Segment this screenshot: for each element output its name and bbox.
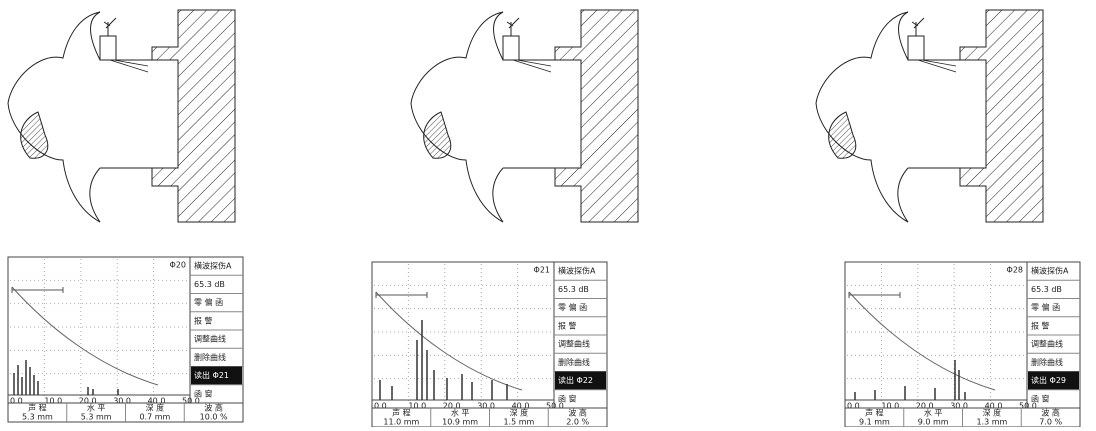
menu-item: 零 偏 函	[1031, 302, 1060, 312]
gain-marker: Φ20	[170, 261, 186, 270]
readout-value: 1.5 mm	[503, 418, 534, 427]
menu-item: 函 窗	[1031, 393, 1050, 403]
readout-value: 0.7 mm	[139, 413, 170, 422]
weld-diagram	[816, 10, 1043, 222]
menu-item: 函 窗	[558, 393, 577, 403]
readout-label: 深 度	[983, 408, 1002, 418]
menu-item: 函 窗	[194, 388, 213, 398]
readout-value: 5.3 mm	[22, 413, 53, 422]
menu-item: 读出 Φ21	[194, 370, 229, 380]
readout-label: 水 平	[924, 408, 943, 418]
gain-marker: Φ21	[534, 266, 550, 275]
menu-item: 调整曲线	[558, 339, 590, 349]
readout-value: 5.3 mm	[81, 413, 112, 422]
menu-item: 零 偏 函	[194, 297, 223, 307]
x-axis-label: 0.0	[847, 402, 860, 411]
readout-value: 9.1 mm	[859, 418, 890, 427]
x-axis-label: 10.0	[881, 402, 899, 411]
readout-value: 7.0 %	[1039, 418, 1062, 427]
weld-diagram	[411, 10, 638, 222]
readout-label: 声 程	[392, 408, 411, 418]
figure: Φ200.010.020.030.040.050.0横波探伤A65.3 dB零 …	[0, 0, 1096, 427]
readout-label: 声 程	[28, 403, 47, 413]
readout-label: 波 高	[1041, 408, 1060, 418]
x-axis-label: 10.0	[408, 402, 426, 411]
readout-label: 水 平	[87, 403, 106, 413]
gain-marker: Φ28	[1007, 266, 1023, 275]
menu-item: 65.3 dB	[194, 280, 225, 289]
readout-value: 1.3 mm	[976, 418, 1007, 427]
menu-item: 读出 Φ22	[558, 375, 593, 385]
menu-item: 删除曲线	[1031, 357, 1063, 367]
readout-value: 10.0 %	[200, 413, 228, 422]
readout-label: 波 高	[204, 403, 223, 413]
menu-item: 报 警	[194, 315, 213, 325]
readout-label: 波 高	[568, 408, 587, 418]
menu-item: 删除曲线	[558, 357, 590, 367]
x-axis-label: 0.0	[10, 397, 23, 406]
readout-value: 11.0 mm	[383, 418, 419, 427]
readout-value: 2.0 %	[566, 418, 589, 427]
readout-label: 声 程	[865, 408, 884, 418]
menu-item: 65.3 dB	[558, 285, 589, 294]
readout-label: 深 度	[146, 403, 165, 413]
x-axis-label: 10.0	[44, 397, 62, 406]
readout-label: 深 度	[510, 408, 529, 418]
readout-value: 10.9 mm	[442, 418, 478, 427]
menu-item: 调整曲线	[1031, 339, 1063, 349]
x-axis-label: 30.0	[477, 402, 495, 411]
menu-item: 调整曲线	[194, 334, 226, 344]
readout-value: 9.0 mm	[918, 418, 949, 427]
menu-item: 零 偏 函	[558, 302, 587, 312]
x-axis-label: 30.0	[950, 402, 968, 411]
menu-item: 报 警	[1031, 320, 1050, 330]
menu-item: 横波探伤A	[1031, 266, 1069, 276]
menu-item: 报 警	[558, 320, 577, 330]
menu-item: 横波探伤A	[558, 266, 596, 276]
menu-item: 删除曲线	[194, 352, 226, 362]
menu-item: 65.3 dB	[1031, 285, 1062, 294]
menu-item: 读出 Φ29	[1031, 375, 1066, 385]
readout-label: 水 平	[451, 408, 470, 418]
x-axis-label: 0.0	[374, 402, 387, 411]
weld-diagram	[8, 10, 235, 222]
menu-item: 横波探伤A	[194, 261, 232, 271]
x-axis-label: 30.0	[113, 397, 131, 406]
